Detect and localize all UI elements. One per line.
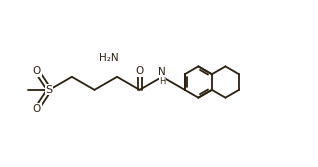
Text: H: H: [159, 77, 165, 86]
Text: O: O: [33, 66, 41, 76]
Text: O: O: [33, 104, 41, 114]
Text: S: S: [46, 85, 53, 95]
Text: O: O: [135, 66, 144, 76]
Text: H₂N: H₂N: [99, 53, 119, 63]
Text: N: N: [158, 67, 166, 77]
